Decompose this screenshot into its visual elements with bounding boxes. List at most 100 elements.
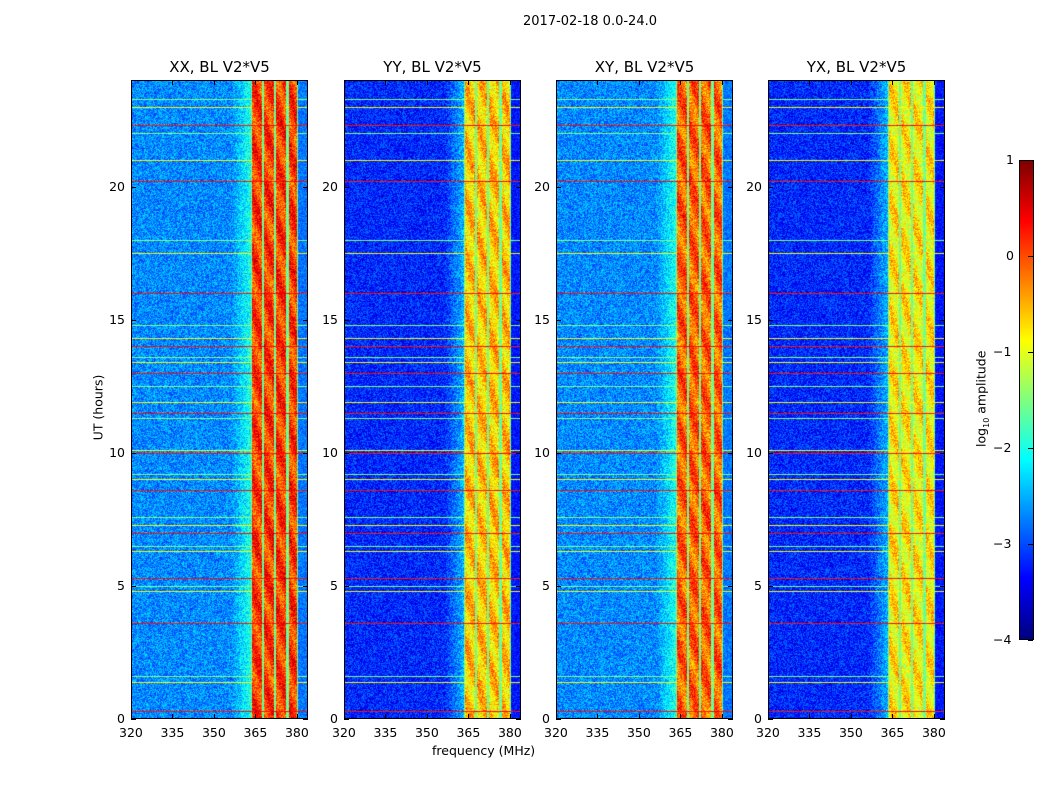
spectrogram-panel-3: XY, BL V2*V5 320 335 350 365 380 0 5 10 15 20 bbox=[534, 58, 734, 740]
y-tick-label: 10 bbox=[322, 444, 338, 460]
y-tick bbox=[131, 186, 136, 188]
y-tick bbox=[303, 186, 308, 188]
panel-title: XY, BL V2*V5 bbox=[594, 58, 695, 76]
y-axis-label: UT (hours) bbox=[90, 374, 106, 441]
y-tick-label: 10 bbox=[109, 444, 125, 460]
colorbar-tick bbox=[1028, 544, 1033, 545]
y-tick-label: 20 bbox=[322, 178, 338, 194]
y-tick bbox=[516, 186, 521, 188]
x-tick bbox=[768, 714, 769, 719]
x-tick bbox=[468, 714, 470, 719]
y-tick bbox=[768, 186, 773, 188]
y-tick bbox=[940, 319, 945, 321]
x-tick bbox=[638, 80, 640, 85]
y-tick bbox=[303, 719, 308, 720]
y-tick bbox=[516, 319, 521, 321]
x-tick-label: 365 bbox=[456, 725, 481, 740]
y-tick-label: 10 bbox=[746, 444, 762, 460]
x-tick bbox=[933, 80, 935, 85]
colorbar-tick bbox=[1028, 448, 1033, 449]
colorbar-tick-label: 1 bbox=[1006, 152, 1014, 167]
axes-frame bbox=[344, 80, 521, 719]
x-tick-label: 380 bbox=[497, 725, 522, 740]
x-tick bbox=[892, 80, 894, 85]
colorbar-tick-label: −2 bbox=[993, 440, 1012, 455]
x-tick bbox=[172, 714, 174, 719]
y-tick bbox=[940, 585, 945, 587]
x-tick-label: 350 bbox=[838, 725, 863, 740]
y-tick bbox=[303, 452, 308, 454]
y-tick bbox=[728, 719, 733, 720]
x-axis-label: frequency (MHz) bbox=[432, 743, 536, 758]
x-tick bbox=[638, 714, 640, 719]
axes-frame bbox=[131, 80, 308, 719]
y-tick-label: 15 bbox=[322, 311, 338, 327]
x-tick bbox=[385, 80, 387, 85]
y-tick bbox=[728, 319, 733, 321]
colorbar-tick-label: −1 bbox=[993, 344, 1012, 359]
y-tick bbox=[768, 719, 773, 720]
x-tick bbox=[296, 714, 298, 719]
y-tick-label: 0 bbox=[117, 711, 125, 726]
x-tick bbox=[344, 714, 345, 719]
x-tick-label: 380 bbox=[284, 725, 309, 740]
y-tick-label: 5 bbox=[542, 577, 550, 593]
y-tick-label: 15 bbox=[109, 311, 125, 327]
x-tick bbox=[892, 714, 894, 719]
colorbar-label: log10 amplitude bbox=[973, 350, 991, 447]
y-tick bbox=[556, 719, 561, 720]
x-tick bbox=[768, 80, 769, 85]
x-tick-label: 320 bbox=[332, 725, 356, 740]
x-tick bbox=[296, 80, 298, 85]
x-tick bbox=[680, 714, 682, 719]
x-tick bbox=[597, 714, 599, 719]
x-tick-label: 335 bbox=[160, 725, 185, 740]
colorbar-tick-label: −3 bbox=[993, 536, 1012, 551]
x-tick bbox=[255, 714, 257, 719]
y-tick bbox=[940, 719, 945, 720]
y-tick-label: 5 bbox=[117, 577, 125, 593]
y-tick-label: 15 bbox=[746, 311, 762, 327]
x-tick-label: 365 bbox=[668, 725, 693, 740]
x-tick bbox=[426, 80, 428, 85]
x-tick bbox=[131, 80, 132, 85]
x-tick bbox=[468, 80, 470, 85]
y-tick bbox=[728, 186, 733, 188]
figure-title: 2017-02-18 0.0-24.0 bbox=[523, 14, 657, 29]
heatmap-image bbox=[556, 80, 733, 719]
x-tick-label: 320 bbox=[544, 725, 568, 740]
y-tick bbox=[303, 319, 308, 321]
x-tick bbox=[809, 80, 811, 85]
colorbar-tick-label: 0 bbox=[1006, 248, 1014, 263]
heatmap-image bbox=[344, 80, 521, 719]
y-tick bbox=[344, 719, 349, 720]
y-tick bbox=[728, 585, 733, 587]
y-tick bbox=[556, 452, 561, 454]
y-tick-label: 0 bbox=[330, 711, 338, 726]
x-tick-label: 380 bbox=[709, 725, 734, 740]
y-tick bbox=[303, 585, 308, 587]
y-tick bbox=[556, 319, 561, 321]
x-tick bbox=[556, 80, 557, 85]
x-tick bbox=[809, 714, 811, 719]
panel-title: YX, BL V2*V5 bbox=[806, 58, 907, 76]
y-tick bbox=[131, 719, 136, 720]
colorbar-tick bbox=[1028, 352, 1033, 353]
x-tick bbox=[131, 714, 132, 719]
x-tick-label: 335 bbox=[585, 725, 610, 740]
y-tick-label: 5 bbox=[754, 577, 762, 593]
heatmap-image bbox=[768, 80, 945, 719]
y-tick-label: 10 bbox=[534, 444, 550, 460]
x-tick-label: 365 bbox=[243, 725, 268, 740]
y-tick bbox=[728, 452, 733, 454]
x-tick bbox=[933, 714, 935, 719]
heatmap-image bbox=[131, 80, 308, 719]
x-tick bbox=[597, 80, 599, 85]
y-tick bbox=[556, 585, 561, 587]
y-tick bbox=[131, 452, 136, 454]
y-tick-label: 20 bbox=[746, 178, 762, 194]
x-tick bbox=[556, 714, 557, 719]
y-tick bbox=[344, 186, 349, 188]
axes-frame bbox=[768, 80, 945, 719]
y-tick bbox=[131, 585, 136, 587]
